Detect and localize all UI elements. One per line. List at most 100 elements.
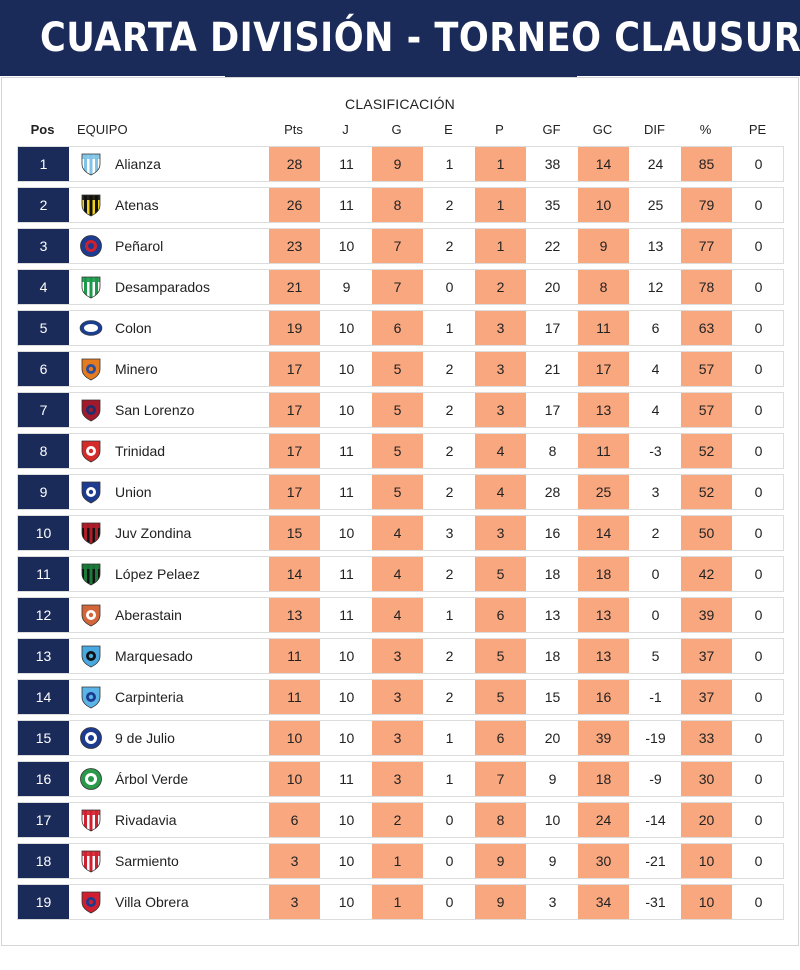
gc-cell: 17: [578, 352, 629, 386]
dif-cell: 4: [651, 402, 660, 418]
e-cell: 1: [445, 771, 454, 787]
table-row: 8 Trinidad 17 11 5 2 4 8 11 -3 52 0: [17, 433, 784, 469]
p-cell: 1: [475, 147, 526, 181]
dif-cell: 0: [651, 607, 660, 623]
pe-cell: 0: [754, 484, 763, 500]
e-cell: 1: [445, 607, 454, 623]
gc-cell: 14: [578, 147, 629, 181]
pe-cell: 0: [754, 361, 763, 377]
p-cell: 4: [475, 475, 526, 509]
pts-cell: 10: [269, 721, 320, 755]
pct-cell: 57: [681, 393, 732, 427]
gf-cell: 3: [548, 894, 557, 910]
gf-cell: 21: [544, 361, 561, 377]
dif-cell: 13: [647, 238, 664, 254]
g-cell: 3: [372, 639, 423, 673]
pct-cell: 42: [681, 557, 732, 591]
pts-cell: 23: [269, 229, 320, 263]
pe-cell: 0: [754, 443, 763, 459]
pts-cell: 11: [269, 639, 320, 673]
table-subtitle: CLASIFICACIÓN: [345, 96, 455, 112]
p-cell: 5: [475, 680, 526, 714]
gf-cell: 17: [544, 320, 561, 336]
dif-cell: -19: [645, 730, 666, 746]
pe-cell: 0: [754, 730, 763, 746]
table-row: 6 Minero 17 10 5 2 3 21 17 4 57 0: [17, 351, 784, 387]
g-cell: 5: [372, 434, 423, 468]
pct-cell: 20: [681, 803, 732, 837]
aberastain-crest-icon: [81, 604, 101, 627]
carpinteria-crest-icon: [81, 686, 101, 709]
g-cell: 4: [372, 516, 423, 550]
table-row: 12 Aberastain 13 11 4 1 6 13 13 0 39 0: [17, 597, 784, 633]
table-row: 17 Rivadavia 6 10 2 0 8 10 24 -14 20 0: [17, 802, 784, 838]
header-dif: DIF: [644, 122, 665, 137]
position-cell: 11: [18, 557, 69, 591]
position-cell: 8: [18, 434, 69, 468]
pct-cell: 52: [681, 475, 732, 509]
pct-cell: 37: [681, 680, 732, 714]
p-cell: 6: [475, 598, 526, 632]
g-cell: 7: [372, 270, 423, 304]
header-p: P: [495, 122, 504, 137]
gf-cell: 15: [544, 689, 561, 705]
pts-cell: 10: [269, 762, 320, 796]
atenas-crest-icon: [81, 194, 101, 217]
e-cell: 2: [445, 484, 454, 500]
header-gf: GF: [542, 122, 561, 137]
pct-cell: 78: [681, 270, 732, 304]
header-gc: GC: [592, 122, 613, 137]
pe-cell: 0: [754, 197, 763, 213]
gf-cell: 18: [544, 648, 561, 664]
gc-cell: 10: [578, 188, 629, 222]
table-row: 2 Atenas 26 11 8 2 1 35 10 25 79 0: [17, 187, 784, 223]
g-cell: 2: [372, 803, 423, 837]
j-cell: 10: [338, 894, 355, 910]
j-cell: 10: [338, 320, 355, 336]
p-cell: 3: [475, 516, 526, 550]
j-cell: 10: [338, 689, 355, 705]
p-cell: 3: [475, 352, 526, 386]
position-cell: 10: [18, 516, 69, 550]
team-name: Minero: [115, 361, 158, 377]
pts-cell: 14: [269, 557, 320, 591]
pe-cell: 0: [754, 525, 763, 541]
minero-crest-icon: [81, 358, 101, 381]
position-cell: 18: [18, 844, 69, 878]
header-pe: PE: [748, 122, 767, 137]
position-cell: 13: [18, 639, 69, 673]
gc-cell: 25: [578, 475, 629, 509]
gc-cell: 9: [578, 229, 629, 263]
dif-cell: -31: [645, 894, 666, 910]
p-cell: 1: [475, 188, 526, 222]
gf-cell: 20: [544, 279, 561, 295]
j-cell: 10: [338, 402, 355, 418]
gf-cell: 16: [544, 525, 561, 541]
j-cell: 11: [339, 197, 354, 213]
team-name: López Pelaez: [115, 566, 200, 582]
gc-cell: 34: [578, 885, 629, 919]
e-cell: 1: [445, 156, 454, 172]
sarmiento-crest-icon: [81, 850, 101, 873]
pe-cell: 0: [754, 771, 763, 787]
pct-cell: 79: [681, 188, 732, 222]
pct-cell: 39: [681, 598, 732, 632]
e-cell: 2: [445, 648, 454, 664]
pct-cell: 57: [681, 352, 732, 386]
pct-cell: 30: [681, 762, 732, 796]
dif-cell: 5: [651, 648, 660, 664]
g-cell: 5: [372, 475, 423, 509]
g-cell: 9: [372, 147, 423, 181]
dif-cell: 3: [651, 484, 660, 500]
gf-cell: 17: [544, 402, 561, 418]
header-pts: Pts: [284, 122, 303, 137]
pe-cell: 0: [754, 894, 763, 910]
e-cell: 2: [445, 689, 454, 705]
pts-cell: 19: [269, 311, 320, 345]
p-cell: 5: [475, 639, 526, 673]
g-cell: 4: [372, 598, 423, 632]
desamparados-crest-icon: [81, 276, 101, 299]
j-cell: 9: [342, 279, 351, 295]
team-name: Rivadavia: [115, 812, 177, 828]
marquesado-crest-icon: [81, 645, 101, 668]
